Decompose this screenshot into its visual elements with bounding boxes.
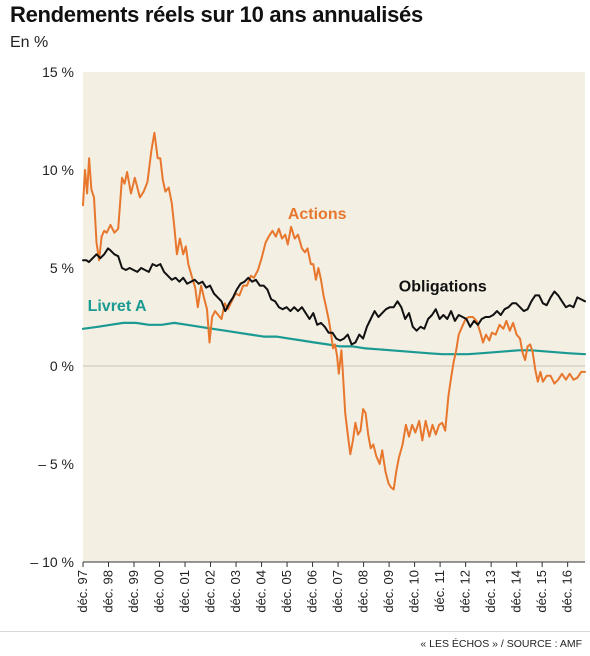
x-tick-label: déc. 10 bbox=[407, 570, 422, 613]
x-tick-label: déc. 03 bbox=[228, 570, 243, 613]
line-chart: 15 % 10 % 5 % 0 % – 5 % – 10 % Actions Obligat… bbox=[30, 64, 587, 613]
plot-area bbox=[83, 72, 585, 562]
x-tick-label: déc. 06 bbox=[305, 570, 320, 613]
series-label-livret-a: Livret A bbox=[88, 298, 147, 315]
x-tick-label: déc. 14 bbox=[509, 570, 524, 613]
x-tick-label: déc. 97 bbox=[75, 570, 90, 613]
y-axis: 15 % 10 % 5 % 0 % – 5 % – 10 % bbox=[30, 64, 74, 570]
x-tick-label: déc. 07 bbox=[330, 570, 345, 613]
x-tick-label: déc. 02 bbox=[203, 570, 218, 613]
y-tick-label: 5 % bbox=[50, 260, 74, 276]
y-tick-label: – 5 % bbox=[38, 456, 74, 472]
series-label-obligations: Obligations bbox=[399, 279, 487, 296]
footer-divider bbox=[0, 631, 590, 632]
x-tick-label: déc. 98 bbox=[101, 570, 116, 613]
x-tick-label: déc. 04 bbox=[254, 570, 269, 613]
series-line-actions bbox=[82, 131, 586, 491]
y-tick-label: 15 % bbox=[42, 64, 74, 80]
x-tick-label: déc. 16 bbox=[560, 570, 575, 613]
x-tick-label: déc. 11 bbox=[432, 570, 447, 612]
y-tick-label: 0 % bbox=[50, 358, 74, 374]
x-tick-label: déc. 13 bbox=[483, 570, 498, 613]
x-tick-label: déc. 00 bbox=[152, 570, 167, 613]
x-tick-label: déc. 09 bbox=[381, 570, 396, 613]
series-label-actions: Actions bbox=[288, 206, 347, 223]
x-tick-label: déc. 12 bbox=[458, 570, 473, 613]
x-axis: déc. 97 déc. 98 déc. 99 déc. 00 déc. 01 déc. … bbox=[75, 561, 585, 613]
x-tick-label: déc. 99 bbox=[126, 570, 141, 613]
x-tick-label: déc. 01 bbox=[177, 570, 192, 613]
series-layer bbox=[81, 131, 587, 491]
x-tick-label: déc. 08 bbox=[356, 570, 371, 613]
series-line-obligations bbox=[82, 247, 586, 346]
series-labels: Actions Obligations Livret A bbox=[88, 206, 487, 315]
x-tick-label: déc. 15 bbox=[534, 570, 549, 613]
chart-title: Rendements réels sur 10 ans annualisés bbox=[10, 2, 423, 27]
source-credit: « LES ÉCHOS » / SOURCE : AMF bbox=[420, 638, 582, 650]
x-tick-label: déc. 05 bbox=[279, 570, 294, 613]
y-tick-label: – 10 % bbox=[30, 554, 74, 570]
y-unit-label: En % bbox=[10, 34, 49, 51]
y-tick-label: 10 % bbox=[42, 162, 74, 178]
